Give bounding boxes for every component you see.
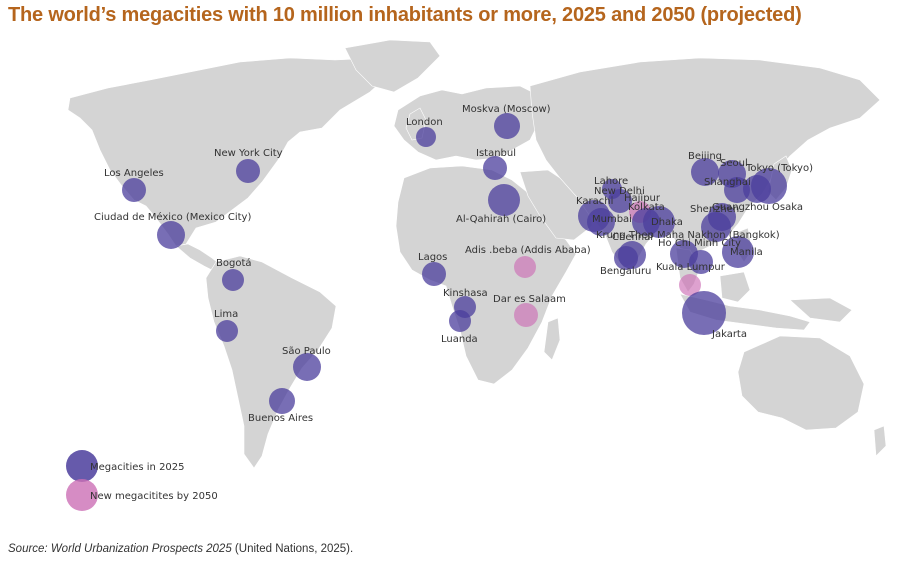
city-label-buenos-aires: Buenos Aires <box>248 413 313 424</box>
city-marker-lima <box>216 320 238 342</box>
city-label-new-york: New York City <box>214 148 283 159</box>
land-new-guinea <box>789 297 853 323</box>
city-label-sao-paulo: São Paulo <box>282 346 331 357</box>
city-marker-bengaluru <box>614 246 638 270</box>
city-marker-kuala-lumpur <box>679 274 701 296</box>
city-label-beijing: Beijing <box>688 151 722 162</box>
city-label-lima: Lima <box>214 309 238 320</box>
city-label-ho-chi-minh: Ho Chi Minh City <box>658 238 741 249</box>
city-label-dar-es-salaam: Dar es Salaam <box>493 294 566 305</box>
city-label-bogota: Bogotá <box>216 257 252 269</box>
city-label-london: London <box>406 117 443 128</box>
city-label-tokyo: Tokyo (Tokyo) <box>745 163 813 174</box>
city-label-seoul: Seoul <box>720 158 748 169</box>
land-new-zealand <box>873 425 887 457</box>
legend: Megacities in 2025 New megacitites by 20… <box>66 450 218 511</box>
land-borneo <box>719 271 751 303</box>
city-label-kinshasa: Kinshasa <box>443 288 488 299</box>
city-marker-dar-es-salaam <box>514 303 538 327</box>
source-prefix: Source: World Urbanization Prospects 202… <box>8 543 232 555</box>
legend-label-2050: New megacitites by 2050 <box>90 491 218 502</box>
city-marker-addis-ababa <box>514 256 536 278</box>
city-markers <box>122 113 787 414</box>
city-label-mumbai: Mumbai <box>592 214 632 225</box>
city-label-bangkok: Krung Thep Maha Nakhon (Bangkok) <box>596 230 780 241</box>
city-marker-mexico-city <box>157 221 185 249</box>
city-label-lahore: Lahore <box>594 176 628 187</box>
city-label-new-delhi: New Delhi <box>594 186 645 197</box>
city-marker-moscow <box>494 113 520 139</box>
city-marker-sao-paulo <box>293 353 321 381</box>
legend-label-2025: Megacities in 2025 <box>90 462 185 473</box>
city-marker-new-york <box>236 159 260 183</box>
city-marker-jakarta <box>682 291 726 335</box>
city-marker-dhaka <box>643 206 675 238</box>
land-africa <box>395 165 577 385</box>
city-marker-cairo <box>488 184 520 216</box>
city-label-shanghai: Shanghai <box>704 177 751 188</box>
city-marker-los-angeles <box>122 178 146 202</box>
city-marker-mumbai <box>587 208 615 236</box>
city-marker-osaka <box>743 175 771 203</box>
land-greenland <box>344 39 441 93</box>
land-north-america <box>67 57 393 247</box>
legend-swatch-2050 <box>66 479 98 511</box>
city-label-bengaluru: Bengaluru <box>600 266 651 277</box>
city-label-luanda: Luanda <box>441 334 478 345</box>
city-marker-luanda <box>449 310 471 332</box>
city-marker-new-delhi <box>608 189 632 213</box>
city-label-guangzhou: Guangzhou <box>712 202 769 213</box>
legend-swatch-2025 <box>66 450 98 482</box>
source-note: Source: World Urbanization Prospects 202… <box>8 543 353 555</box>
city-marker-shanghai <box>724 177 750 203</box>
city-label-hajipur: Hajipur <box>624 193 661 204</box>
city-marker-london <box>416 127 436 147</box>
city-marker-shenzhen <box>701 212 731 242</box>
city-label-jakarta: Jakarta <box>711 329 747 340</box>
city-marker-lagos <box>422 262 446 286</box>
land-madagascar <box>543 317 561 361</box>
city-label-lagos: Lagos <box>418 252 447 263</box>
map-title: The world’s megacities with 10 million i… <box>8 4 802 26</box>
city-marker-istanbul <box>483 156 507 180</box>
city-label-kolkata: Kolkata <box>628 202 665 213</box>
city-label-addis-ababa: Adis .beba (Addis Ababa) <box>465 245 591 256</box>
city-marker-beijing <box>691 158 719 186</box>
city-label-kuala-lumpur: Kuala Lumpur <box>656 262 726 273</box>
city-label-istanbul: Istanbul <box>476 148 516 159</box>
land-australia <box>737 335 865 431</box>
source-suffix: (United Nations, 2025). <box>231 543 354 555</box>
city-marker-manila <box>722 236 754 268</box>
city-label-chennai: Chennai <box>612 232 653 243</box>
city-label-dhaka: Dhaka <box>651 217 683 228</box>
city-label-manila: Manila <box>730 247 763 258</box>
city-label-los-angeles: Los Angeles <box>104 168 164 179</box>
city-label-shenzhen: Shenzhen <box>690 204 739 215</box>
city-labels: Los Angeles New York City Ciudad de México… <box>94 104 813 424</box>
city-label-karachi: Karachi <box>576 196 613 207</box>
city-label-osaka: Osaka <box>772 202 803 213</box>
city-marker-buenos-aires <box>269 388 295 414</box>
city-marker-ho-chi-minh <box>689 250 713 274</box>
city-marker-bogota <box>222 269 244 291</box>
city-label-cairo: Al-Qahirah (Cairo) <box>456 214 546 225</box>
city-label-moscow: Moskva (Moscow) <box>462 104 551 115</box>
city-label-mexico-city: Ciudad de México (Mexico City) <box>94 211 251 223</box>
